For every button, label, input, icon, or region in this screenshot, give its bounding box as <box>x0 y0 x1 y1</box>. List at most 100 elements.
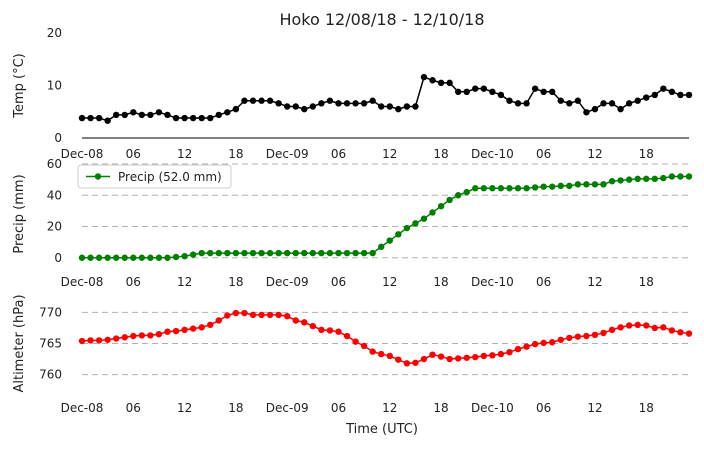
temp-xtick-label: 06 <box>536 147 551 161</box>
altimeter-xtick-label: 06 <box>331 401 346 415</box>
temp-data-point <box>275 100 282 107</box>
altimeter-data-point <box>164 328 171 335</box>
precip-data-point <box>112 254 120 261</box>
temp-data-point <box>155 109 163 116</box>
temp-data-point <box>147 111 154 119</box>
precip-data-point <box>335 249 342 257</box>
precip-data-point <box>608 177 616 185</box>
precip-data-point <box>540 183 547 190</box>
precip-data-point <box>634 175 641 183</box>
precip-data-point <box>412 220 419 227</box>
altimeter-xtick-label: 18 <box>228 401 243 415</box>
temp-data-point <box>591 105 599 113</box>
precip-data-point <box>643 175 650 183</box>
temp-data-point <box>625 100 633 107</box>
precip-data-point <box>557 182 564 190</box>
altimeter-data-point <box>104 336 111 343</box>
precip-data-point <box>660 174 667 182</box>
altimeter-data-point <box>514 345 522 353</box>
temp-xtick-label: Dec-09 <box>266 147 309 161</box>
precip-data-point <box>600 181 607 188</box>
altimeter-data-point <box>224 312 231 319</box>
precip-data-point <box>651 175 659 183</box>
altimeter-data-point <box>147 332 154 339</box>
precip-xtick-label: 18 <box>639 275 654 289</box>
temp-xtick-label: Dec-08 <box>61 147 104 161</box>
temp-data-point <box>258 97 265 104</box>
temp-ytick-label: 10 <box>47 79 62 93</box>
altimeter-xtick-label: 12 <box>177 401 192 415</box>
temp-data-point <box>566 100 573 107</box>
precip-data-point <box>506 185 513 192</box>
precip-data-point <box>454 192 462 199</box>
altimeter-data-point <box>437 353 445 360</box>
precip-ytick-label: 20 <box>47 220 62 234</box>
precip-data-point <box>489 185 496 192</box>
precip-data-point <box>360 249 368 257</box>
precip-xtick-label: 12 <box>587 275 602 289</box>
precip-data-point <box>446 196 453 204</box>
altimeter-ytick-label: 760 <box>39 368 62 382</box>
precip-data-point <box>138 254 146 261</box>
altimeter-data-point <box>395 356 402 363</box>
precip-data-point <box>591 181 599 188</box>
altimeter-data-point <box>352 338 359 345</box>
temp-data-point <box>266 97 274 104</box>
altimeter-xtick-label: 06 <box>536 401 551 415</box>
altimeter-data-point <box>446 355 453 363</box>
precip-data-point <box>301 249 308 257</box>
temp-xtick-label: 06 <box>331 147 346 161</box>
precip-data-point <box>275 249 282 257</box>
precip-data-point <box>574 181 582 188</box>
altimeter-data-point <box>600 329 607 337</box>
altimeter-data-point <box>241 309 248 317</box>
temp-data-point <box>531 85 539 92</box>
precip-data-point <box>130 254 137 261</box>
altimeter-data-point <box>309 322 317 330</box>
precip-data-point <box>668 173 676 180</box>
temp-data-point <box>352 100 359 107</box>
altimeter-data-point <box>283 312 291 320</box>
temp-data-point <box>241 97 248 104</box>
precip-data-point <box>155 254 163 261</box>
precip-xtick-label: Dec-10 <box>471 275 514 289</box>
altimeter-data-point <box>420 355 428 363</box>
altimeter-data-point <box>506 349 513 356</box>
altimeter-data-point <box>258 311 265 319</box>
temp-data-point <box>557 97 564 104</box>
altimeter-data-point <box>463 354 470 361</box>
precip-data-point <box>224 249 231 257</box>
temp-data-point <box>215 111 222 119</box>
precip-data-point <box>249 249 257 257</box>
temp-data-point <box>121 111 128 119</box>
temp-data-point <box>301 105 308 113</box>
legend-marker <box>94 173 102 180</box>
temp-data-point <box>198 114 205 122</box>
precip-data-point <box>266 249 274 257</box>
temp-data-point <box>309 103 317 110</box>
temp-data-point <box>668 88 676 96</box>
temp-data-point <box>378 103 385 110</box>
temp-data-point <box>677 91 684 99</box>
altimeter-data-point <box>617 324 624 331</box>
precip-xtick-label: Dec-09 <box>266 275 309 289</box>
legend-box <box>77 164 232 189</box>
temp-data-point <box>608 100 616 107</box>
temp-data-point <box>386 103 393 110</box>
altimeter-data-point <box>360 342 368 350</box>
temp-data-point <box>369 97 376 104</box>
precip-data-point <box>181 252 188 260</box>
altimeter-data-point <box>472 353 479 361</box>
temp-data-point <box>480 85 488 92</box>
temp-xtick-label: 12 <box>177 147 192 161</box>
temp-data-point <box>395 105 402 113</box>
temp-xtick-label: Dec-10 <box>471 147 514 161</box>
temp-data-point <box>335 100 342 107</box>
altimeter-data-point <box>497 350 505 358</box>
altimeter-data-point <box>677 329 684 336</box>
altimeter-data-point <box>275 311 282 319</box>
precip-data-point <box>403 224 411 232</box>
altimeter-xtick-label: 18 <box>639 401 654 415</box>
altimeter-data-point <box>625 322 633 329</box>
